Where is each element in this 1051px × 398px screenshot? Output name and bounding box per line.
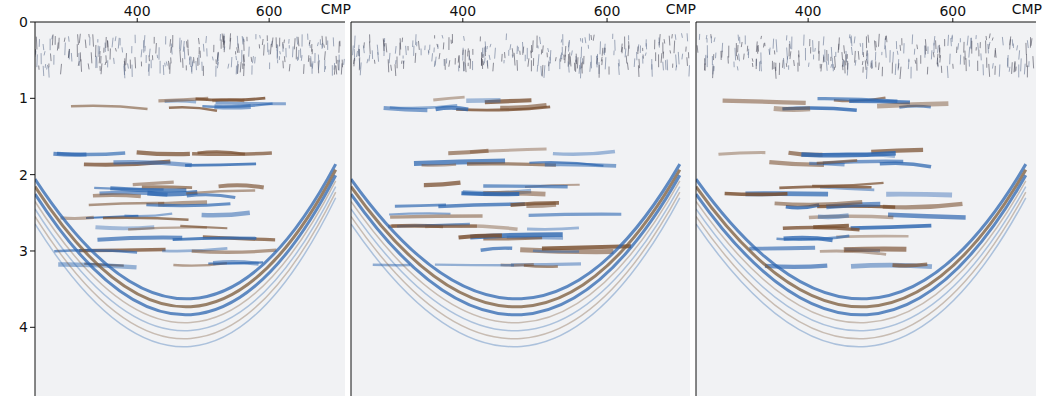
svg-text:400: 400 (449, 3, 476, 19)
svg-text:2: 2 (19, 167, 28, 183)
svg-text:3: 3 (19, 243, 28, 259)
svg-text:0: 0 (19, 14, 28, 30)
svg-text:4: 4 (19, 319, 28, 335)
html-text:CMP: CMP (1011, 1, 1042, 17)
svg-text:600: 600 (939, 3, 966, 19)
svg-text:600: 600 (594, 3, 621, 19)
svg-text:400: 400 (124, 3, 151, 19)
svg-text:1: 1 (19, 90, 28, 106)
svg-text:600: 600 (256, 3, 283, 19)
html-text:CMP: CMP (665, 1, 696, 17)
svg-text:400: 400 (795, 3, 822, 19)
html-text:CMP: CMP (320, 1, 351, 17)
